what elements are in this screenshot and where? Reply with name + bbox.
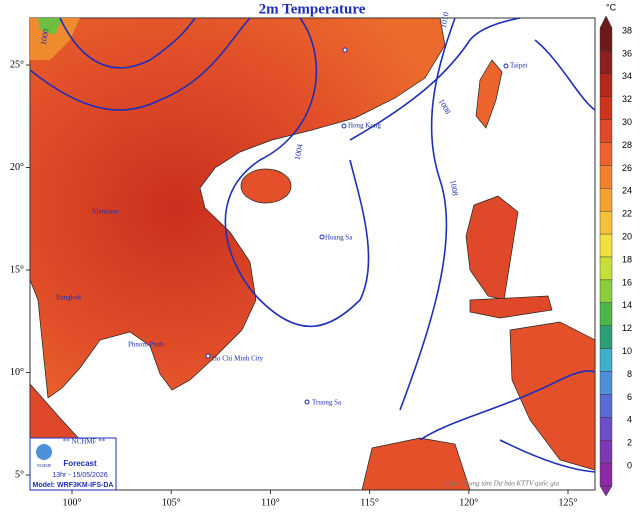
logo-text: NCHMF	[37, 463, 52, 468]
colorbar-label: 32	[622, 94, 632, 104]
legend-kind: Forecast	[63, 459, 97, 468]
colorbar-unit: °C	[606, 2, 617, 12]
place-label: Ho Chi Minh City	[212, 355, 264, 363]
colorbar-cell	[599, 165, 613, 189]
map-title: 2m Temperature	[259, 1, 366, 17]
lon-label: 120°	[459, 497, 478, 508]
place-label: Phnom Penh	[128, 341, 164, 349]
place-label: Vientiane	[92, 208, 119, 216]
colorbar-arrow	[599, 15, 613, 29]
isobar-label: 1008	[448, 179, 460, 196]
colorbar-label: 8	[627, 369, 632, 379]
colorbar-cell	[599, 348, 613, 372]
colorbar-cell	[599, 302, 613, 326]
isobars	[29, 17, 596, 473]
lon-label: 105°	[162, 497, 181, 508]
colorbar-label: 34	[622, 71, 632, 81]
colorbar-label: 6	[627, 392, 632, 402]
place-label: Hoang Sa	[325, 234, 353, 242]
colorbar-cell	[599, 27, 613, 52]
isobar-label: 1004	[293, 143, 305, 160]
place-label: Taipei	[510, 62, 527, 70]
lon-label: 110°	[261, 497, 280, 508]
lat-label: 25°	[10, 59, 24, 70]
place-markers	[205, 47, 509, 405]
isobar-label: 1010	[439, 11, 451, 28]
lat-label: 10°	[10, 367, 24, 378]
credit: nâm - Trung tâm Dự báo KTTV quốc gia	[445, 480, 560, 488]
colorbar-cell	[599, 96, 613, 120]
colorbar-label: 2	[627, 438, 632, 448]
colorbar-label: 4	[627, 415, 632, 425]
colorbar-cell	[599, 50, 613, 75]
place-label: Hong Kong	[348, 122, 381, 130]
logo	[36, 444, 52, 460]
colorbar-label: 22	[622, 209, 632, 219]
colorbar-cell	[599, 371, 613, 395]
colorbar-cell	[599, 119, 613, 143]
colorbar-cell	[599, 462, 613, 487]
colorbar-label: 18	[622, 254, 632, 264]
legend-box: NCHMF ** NCHMF ** Forecast 13hr - 15/05/…	[29, 437, 117, 491]
place-labels: Taipei Hong Kong Hoang Sa Truong Sa Ho C…	[56, 62, 527, 407]
lon-label: 115°	[360, 497, 379, 508]
colorbar-label: 30	[622, 117, 632, 127]
colorbar-arrow	[599, 485, 613, 497]
place-label: Truong Sa	[312, 399, 342, 407]
legend-org: ** NCHMF **	[63, 438, 106, 446]
colorbar-cell	[599, 233, 613, 258]
lon-label: 125°	[559, 497, 578, 508]
colorbar-label: 16	[622, 277, 632, 287]
colorbar-label: 0	[627, 460, 632, 470]
colorbar-label: 26	[622, 163, 632, 173]
legend-model: Model: WRF3KM-IFS-DA	[33, 482, 114, 489]
colorbar-cell	[599, 325, 613, 349]
colorbar-cell	[599, 188, 613, 212]
lat-label: 15°	[10, 264, 24, 275]
colorbar-cell	[599, 394, 613, 418]
colorbar-label: 24	[622, 186, 632, 196]
lat-label: 20°	[10, 162, 24, 173]
colorbar-cell	[599, 73, 613, 97]
colorbar-cell	[599, 417, 613, 441]
colorbar-label: 36	[622, 48, 632, 58]
place-label: Bangkok	[56, 294, 82, 302]
lon-label: 100°	[63, 497, 82, 508]
colorbar-label: 10	[622, 346, 632, 356]
colorbar-label: 28	[622, 140, 632, 150]
colorbar-cell	[599, 279, 613, 303]
colorbar-label: 38	[622, 25, 632, 35]
lat-label: 5°	[15, 469, 24, 480]
colorbar-cell	[599, 256, 613, 281]
isobar-label: 1000	[39, 28, 51, 45]
colorbar-label: 14	[622, 300, 632, 310]
colorbar-cell	[599, 142, 613, 166]
colorbar-cell	[599, 210, 613, 235]
colorbar-label: 12	[622, 323, 632, 333]
colorbar-cell	[599, 440, 613, 464]
colorbar-label: 20	[622, 231, 632, 241]
legend-time: 13hr - 15/05/2026	[52, 472, 107, 479]
